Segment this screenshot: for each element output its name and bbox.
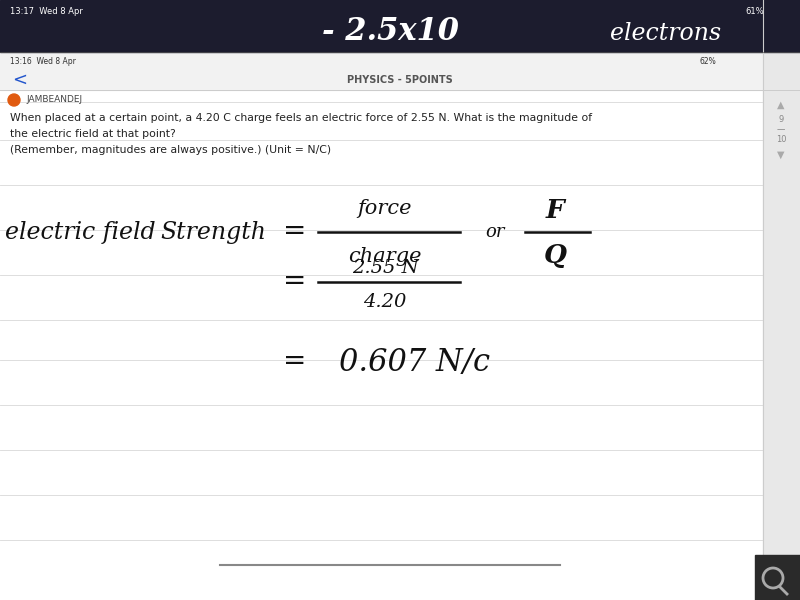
Text: 13:16  Wed 8 Apr: 13:16 Wed 8 Apr: [10, 58, 76, 67]
Text: force: force: [358, 199, 412, 217]
Text: F: F: [546, 197, 564, 223]
Text: or: or: [485, 223, 505, 241]
Text: the electric field at that point?: the electric field at that point?: [10, 129, 176, 139]
Text: 62%: 62%: [700, 58, 717, 67]
Text: electric field: electric field: [5, 220, 156, 244]
Text: 0.607 N/c: 0.607 N/c: [339, 346, 490, 377]
Text: Q: Q: [543, 244, 566, 269]
Bar: [0, 0, 800, 52]
Text: PHYSICS - 5POINTS: PHYSICS - 5POINTS: [347, 75, 453, 85]
Bar: [763, 0, 800, 600]
Text: 2.55 N: 2.55 N: [352, 259, 418, 277]
Text: 4.20: 4.20: [363, 293, 406, 311]
Bar: [755, 555, 800, 600]
Text: 10: 10: [776, 136, 786, 145]
Text: - 2.5x10: - 2.5x10: [322, 16, 458, 47]
Text: ▲: ▲: [778, 100, 785, 110]
Text: =: =: [283, 349, 306, 376]
Text: Strength: Strength: [160, 220, 266, 244]
Circle shape: [8, 94, 20, 106]
Text: =: =: [283, 218, 306, 245]
Text: 61%: 61%: [745, 7, 764, 16]
Bar: [0, 90, 763, 600]
Text: <: <: [12, 71, 27, 89]
Text: When placed at a certain point, a 4.20 C charge feels an electric force of 2.55 : When placed at a certain point, a 4.20 C…: [10, 113, 592, 123]
Text: 13:17  Wed 8 Apr: 13:17 Wed 8 Apr: [10, 7, 83, 16]
Text: charge: charge: [348, 247, 422, 265]
Text: (Remember, magnitudes are always positive.) (Unit = N/C): (Remember, magnitudes are always positiv…: [10, 145, 331, 155]
Bar: [0, 52, 800, 90]
Text: =: =: [283, 269, 306, 295]
Text: JAMBEANDEJ: JAMBEANDEJ: [26, 95, 82, 104]
Text: 9: 9: [778, 115, 784, 124]
Text: electrons: electrons: [610, 22, 721, 46]
Text: —: —: [777, 125, 785, 134]
Text: ▼: ▼: [778, 150, 785, 160]
